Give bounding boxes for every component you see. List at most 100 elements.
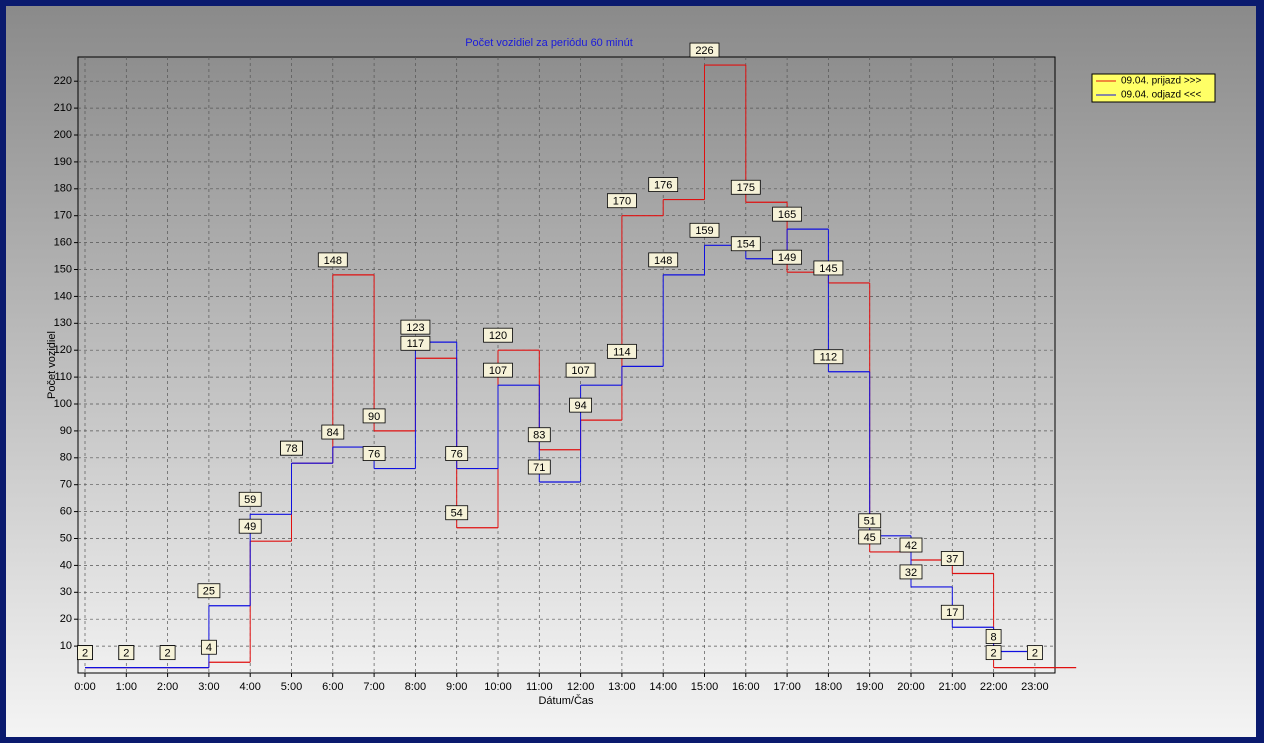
value-label: 176 xyxy=(654,179,672,191)
y-tick-label: 190 xyxy=(54,156,72,168)
value-label: 42 xyxy=(905,540,917,552)
value-label: 2 xyxy=(991,648,997,660)
value-label: 25 xyxy=(203,586,215,598)
y-tick-label: 110 xyxy=(54,371,72,383)
value-label: 2 xyxy=(123,648,129,660)
x-tick-label: 1:00 xyxy=(116,681,137,693)
value-label: 149 xyxy=(778,252,796,264)
value-label: 32 xyxy=(905,567,917,579)
y-tick-label: 20 xyxy=(60,613,72,625)
y-tick-label: 130 xyxy=(54,317,72,329)
value-label: 17 xyxy=(946,607,958,619)
value-label-box xyxy=(858,513,882,529)
y-tick-label: 30 xyxy=(60,586,72,598)
y-axis-title: Počet vozidiel xyxy=(46,331,58,399)
x-tick-label: 16:00 xyxy=(732,681,760,693)
value-label: 159 xyxy=(695,225,713,237)
value-label: 45 xyxy=(864,532,876,544)
value-label-box xyxy=(940,604,964,620)
value-label-box xyxy=(527,427,551,443)
value-label-box xyxy=(238,518,262,534)
value-label-box xyxy=(985,645,1002,661)
value-label-box xyxy=(197,583,221,599)
value-label-box xyxy=(772,206,802,222)
value-label-box xyxy=(317,252,348,268)
y-tick-label: 210 xyxy=(54,102,72,114)
x-tick-label: 5:00 xyxy=(281,681,302,693)
value-label-box xyxy=(483,327,513,343)
value-label-box xyxy=(400,335,431,351)
value-label: 165 xyxy=(778,209,796,221)
value-label: 71 xyxy=(533,462,545,474)
value-label: 76 xyxy=(451,448,463,460)
x-tick-label: 10:00 xyxy=(484,681,512,693)
y-tick-label: 140 xyxy=(54,290,72,302)
value-label-box xyxy=(813,260,844,276)
x-tick-label: 9:00 xyxy=(446,681,467,693)
x-tick-label: 23:00 xyxy=(1021,681,1049,693)
value-label-box xyxy=(321,424,345,440)
y-tick-label: 170 xyxy=(54,210,72,222)
value-label-box xyxy=(689,42,720,58)
x-tick-label: 15:00 xyxy=(691,681,719,693)
x-tick-label: 0:00 xyxy=(74,681,95,693)
y-tick-label: 50 xyxy=(60,532,72,544)
y-tick-label: 150 xyxy=(54,263,72,275)
value-label-box xyxy=(445,505,469,521)
value-label: 2 xyxy=(1032,648,1038,660)
value-label: 51 xyxy=(864,516,876,528)
x-tick-label: 3:00 xyxy=(198,681,219,693)
value-label-box xyxy=(565,362,596,378)
x-axis-title: Dátum/Čas xyxy=(538,694,594,707)
legend-label: 09.04. odjazd <<< xyxy=(1121,90,1202,101)
value-label-box xyxy=(607,343,637,359)
y-tick-label: 120 xyxy=(54,344,72,356)
value-label: 59 xyxy=(244,494,256,506)
value-label-box xyxy=(772,249,802,265)
value-label: 2 xyxy=(82,648,88,660)
x-tick-label: 21:00 xyxy=(939,681,967,693)
value-label: 84 xyxy=(327,427,339,439)
x-tick-label: 13:00 xyxy=(608,681,636,693)
value-label-box xyxy=(238,491,262,507)
value-label-box xyxy=(899,537,923,553)
x-tick-label: 11:00 xyxy=(526,681,553,693)
value-label-box xyxy=(362,446,386,461)
x-tick-label: 12:00 xyxy=(567,681,595,693)
x-tick-label: 17:00 xyxy=(773,681,801,693)
value-label: 76 xyxy=(368,448,380,460)
value-label: 107 xyxy=(489,365,507,377)
value-label: 78 xyxy=(285,443,297,455)
value-label-box xyxy=(858,529,882,545)
x-tick-label: 8:00 xyxy=(405,681,426,693)
y-tick-label: 80 xyxy=(60,452,72,464)
value-label: 90 xyxy=(368,411,380,423)
y-tick-label: 70 xyxy=(60,479,72,491)
value-label-box xyxy=(445,446,469,461)
value-label-box xyxy=(607,193,637,209)
value-label: 112 xyxy=(820,352,838,364)
y-tick-label: 100 xyxy=(54,398,72,410)
value-label: 8 xyxy=(991,631,997,643)
y-tick-label: 60 xyxy=(60,506,72,518)
value-label: 123 xyxy=(406,322,424,334)
value-label: 54 xyxy=(451,508,463,520)
value-label-box xyxy=(730,179,761,195)
value-label: 154 xyxy=(737,239,755,251)
x-tick-label: 7:00 xyxy=(363,681,384,693)
x-tick-label: 19:00 xyxy=(856,681,884,693)
value-label: 37 xyxy=(946,553,958,565)
value-label-box xyxy=(483,362,513,378)
y-tick-label: 160 xyxy=(54,237,72,249)
x-tick-label: 2:00 xyxy=(157,681,178,693)
legend-label: 09.04. prijazd >>> xyxy=(1121,76,1201,87)
x-tick-label: 20:00 xyxy=(897,681,925,693)
value-label: 49 xyxy=(244,521,256,533)
value-label-box xyxy=(813,349,844,365)
x-tick-label: 22:00 xyxy=(980,681,1008,693)
chart-title: Počet vozidiel za periódu 60 minút xyxy=(465,37,633,49)
value-label-box xyxy=(200,639,217,655)
y-tick-label: 200 xyxy=(54,129,72,141)
value-label-box xyxy=(985,629,1002,644)
y-tick-label: 180 xyxy=(54,183,72,195)
